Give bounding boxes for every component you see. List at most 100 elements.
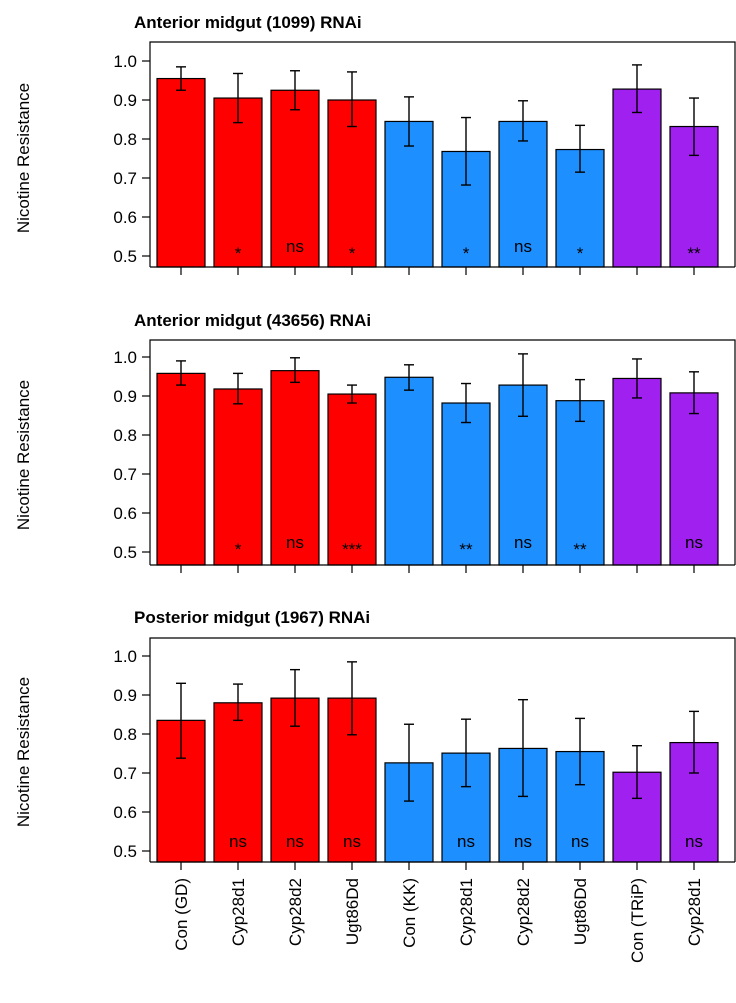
- bar-8: [555, 400, 605, 566]
- significance-label-10: ns: [685, 533, 703, 552]
- y-tick-label: 0.6: [113, 208, 137, 227]
- error-bar-6: [461, 718, 471, 788]
- significance-label-3: ns: [286, 832, 304, 851]
- bar-2: [213, 97, 263, 268]
- bar-6: [441, 402, 491, 566]
- category-label-5: Con (KK): [400, 878, 419, 948]
- panel-3: Posterior midgut (1967) RNAi ns ns ns ns ns ns…: [14, 608, 736, 870]
- panel-title: Posterior midgut (1967) RNAi: [134, 608, 370, 627]
- significance-label-4: ns: [343, 832, 361, 851]
- y-axis-label: Nicotine Resistance: [14, 83, 33, 233]
- bar-4: [327, 393, 377, 566]
- error-bar-9: [632, 745, 642, 800]
- category-label-4: Ugt86Dd: [343, 878, 362, 945]
- plot-frame: [149, 339, 736, 565]
- significance-label-8: ns: [571, 832, 589, 851]
- error-bar-4: [347, 71, 357, 128]
- plot-frame: [149, 41, 736, 267]
- y-tick-label: 0.8: [113, 130, 137, 149]
- error-bar-5: [404, 723, 414, 802]
- error-bar-7: [518, 100, 528, 142]
- bar-3: [270, 370, 320, 566]
- category-label-10: Cyp28d1: [685, 878, 704, 946]
- bar-5: [384, 376, 434, 566]
- y-tick-label: 1.0: [113, 348, 137, 367]
- y-tick-label: 0.9: [113, 686, 137, 705]
- y-tick-label: 0.9: [113, 387, 137, 406]
- y-axis-label: Nicotine Resistance: [14, 677, 33, 827]
- bar-2: [213, 702, 263, 863]
- error-bar-2: [233, 72, 243, 124]
- y-tick-label: 0.5: [113, 842, 137, 861]
- bar-7: [498, 120, 548, 268]
- y-tick-label: 0.8: [113, 426, 137, 445]
- significance-label-8: *: [577, 244, 584, 263]
- significance-label-3: ns: [286, 237, 304, 256]
- significance-label-3: ns: [286, 533, 304, 552]
- category-label-2: Cyp28d1: [229, 878, 248, 946]
- error-bar-8: [575, 717, 585, 786]
- error-bar-3: [290, 70, 300, 111]
- bar-2: [213, 388, 263, 566]
- significance-label-4: *: [349, 244, 356, 263]
- error-bar-1: [176, 360, 186, 386]
- y-tick-label: 0.5: [113, 543, 137, 562]
- bar-9: [612, 377, 662, 566]
- category-label-9: Con (TRiP): [628, 878, 647, 963]
- y-axis-label: Nicotine Resistance: [14, 380, 33, 530]
- error-bar-5: [404, 96, 414, 147]
- y-tick-label: 1.0: [113, 52, 137, 71]
- error-bar-2: [233, 372, 243, 405]
- category-labels: Con (GD) Cyp28d1 Cyp28d2 Ugt86Dd Con (KK) Cyp…: [172, 878, 704, 963]
- y-tick-label: 1.0: [113, 647, 137, 666]
- panel-1: Anterior midgut (1099) RNAi* ns * * ns * **0.5…: [14, 13, 736, 275]
- significance-label-8: **: [573, 540, 587, 559]
- bar-1: [156, 77, 206, 268]
- y-tick-label: 0.7: [113, 169, 137, 188]
- significance-label-2: ns: [229, 832, 247, 851]
- error-bar-8: [575, 124, 585, 173]
- error-bar-8: [575, 378, 585, 423]
- plot-frame: [149, 637, 736, 862]
- significance-label-4: ***: [342, 540, 362, 559]
- error-bar-2: [233, 683, 243, 722]
- significance-label-6: *: [463, 244, 470, 263]
- error-bar-7: [518, 353, 528, 417]
- y-tick-label: 0.6: [113, 504, 137, 523]
- error-bar-10: [689, 710, 699, 774]
- significance-label-10: **: [687, 244, 701, 263]
- error-bar-5: [404, 364, 414, 391]
- error-bar-10: [689, 371, 699, 415]
- error-bar-7: [518, 698, 528, 798]
- y-tick-label: 0.7: [113, 465, 137, 484]
- panel-title: Anterior midgut (1099) RNAi: [134, 13, 362, 32]
- significance-label-7: ns: [514, 237, 532, 256]
- error-bar-6: [461, 382, 471, 424]
- category-label-1: Con (GD): [172, 878, 191, 951]
- bar-10: [669, 392, 719, 566]
- error-bar-10: [689, 97, 699, 157]
- error-bar-1: [176, 682, 186, 759]
- y-tick-label: 0.6: [113, 803, 137, 822]
- significance-label-7: ns: [514, 533, 532, 552]
- panel-title: Anterior midgut (43656) RNAi: [134, 311, 371, 330]
- significance-label-6: **: [459, 540, 473, 559]
- category-label-3: Cyp28d2: [286, 878, 305, 946]
- error-bar-3: [290, 668, 300, 727]
- error-bar-9: [632, 64, 642, 114]
- y-tick-label: 0.9: [113, 91, 137, 110]
- error-bar-9: [632, 358, 642, 399]
- panel-2: Anterior midgut (43656) RNAi* ns *** ** ns **…: [14, 311, 736, 573]
- category-label-6: Cyp28d1: [457, 878, 476, 946]
- bar-1: [156, 372, 206, 566]
- error-bar-6: [461, 116, 471, 186]
- significance-label-2: *: [235, 540, 242, 559]
- y-tick-label: 0.8: [113, 725, 137, 744]
- y-tick-label: 0.5: [113, 247, 137, 266]
- error-bar-1: [176, 66, 186, 91]
- significance-label-2: *: [235, 244, 242, 263]
- significance-label-6: ns: [457, 832, 475, 851]
- significance-label-7: ns: [514, 832, 532, 851]
- error-bar-3: [290, 357, 300, 384]
